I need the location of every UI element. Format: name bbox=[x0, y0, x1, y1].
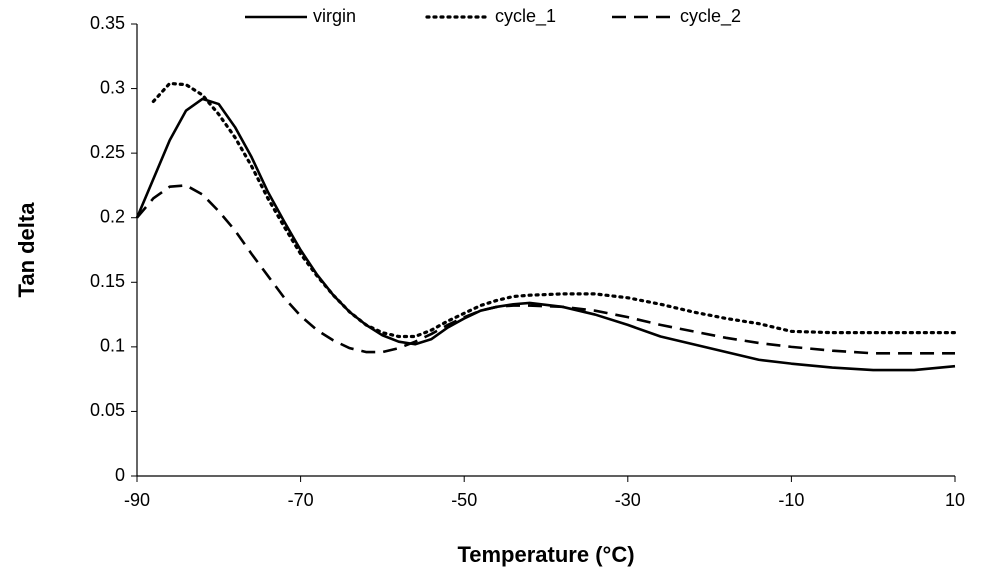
x-tick-label: -50 bbox=[451, 490, 477, 510]
y-tick-label: 0.2 bbox=[100, 206, 125, 226]
x-tick-label: -30 bbox=[615, 490, 641, 510]
y-tick-label: 0.05 bbox=[90, 400, 125, 420]
data-line bbox=[135, 97, 956, 372]
x-tick-label: -90 bbox=[124, 490, 150, 510]
legend-label: cycle_2 bbox=[680, 6, 741, 27]
y-tick-label: 0 bbox=[115, 465, 125, 485]
x-tick-label: 10 bbox=[945, 490, 965, 510]
x-axis-title: Temperature (°C) bbox=[457, 542, 634, 567]
y-tick-label: 0.1 bbox=[100, 336, 125, 356]
legend-label: cycle_1 bbox=[495, 6, 556, 27]
legend-label: virgin bbox=[313, 6, 356, 26]
y-tick-label: 0.15 bbox=[90, 271, 125, 291]
y-tick-label: 0.25 bbox=[90, 142, 125, 162]
y-axis-title: Tan delta bbox=[14, 202, 39, 298]
y-tick-label: 0.3 bbox=[100, 77, 125, 97]
y-tick-label: 0.35 bbox=[90, 13, 125, 33]
data-line bbox=[136, 184, 955, 355]
x-tick-label: -10 bbox=[778, 490, 804, 510]
data-line bbox=[151, 81, 957, 339]
x-tick-label: -70 bbox=[288, 490, 314, 510]
